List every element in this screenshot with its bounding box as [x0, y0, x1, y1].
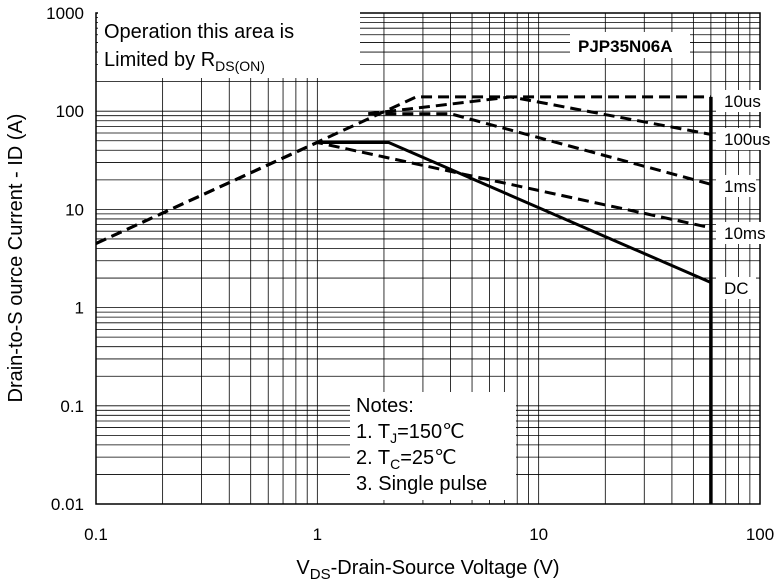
series-10ms-line [95, 140, 712, 245]
rds-note-line2-main: Limited by R [104, 49, 215, 71]
y-tick-label: 1000 [46, 4, 84, 23]
rds-note-bg [98, 12, 360, 78]
series-10us-line [95, 95, 711, 245]
label-100us: 100us [724, 130, 770, 149]
y-tick-labels: 0.01 0.1 1 10 100 1000 [46, 4, 84, 514]
x-tick-label: 1 [313, 525, 322, 544]
part-number: PJP35N06A [578, 37, 673, 56]
y-tick-label: 0.01 [51, 495, 84, 514]
label-10us: 10us [724, 92, 761, 111]
x-axis-title: VDS-Drain-Source Voltage (V) [296, 557, 559, 583]
y-tick-label: 0.1 [60, 397, 84, 416]
rds-note-line2-sub: DS(ON) [215, 58, 265, 74]
part-number-bg [570, 32, 690, 58]
series-lines [95, 95, 712, 284]
label-1ms: 1ms [724, 177, 756, 196]
x-tick-labels: 0.1 1 10 100 [84, 525, 774, 544]
series-1ms-line [368, 112, 712, 186]
series-100us-line [368, 95, 712, 136]
y-tick-label: 10 [65, 200, 84, 219]
x-tick-label: 10 [529, 525, 548, 544]
y-axis-title: Drain-to-S ource Current - ID (A) [5, 114, 27, 403]
y-tick-label: 1 [75, 299, 84, 318]
label-10ms: 10ms [724, 224, 766, 243]
x-tick-label: 100 [746, 525, 774, 544]
plot-frame [95, 12, 761, 505]
x-tick-label: 0.1 [84, 525, 108, 544]
label-dc: DC [724, 279, 749, 298]
rds-note-line2: Limited by RDS(ON) [104, 49, 265, 74]
note-3: 3. Single pulse [356, 473, 487, 495]
notes-title: Notes: [356, 395, 414, 417]
series-dc-line [317, 141, 712, 284]
notes-bg [350, 392, 516, 500]
note-2: 2. TC=25℃ [356, 447, 457, 472]
note-1: 1. TJ=150℃ [356, 421, 465, 446]
series-labels: 10us 100us 1ms 10ms DC [716, 90, 772, 299]
rds-note-line1: Operation this area is [104, 21, 294, 43]
y-tick-label: 100 [56, 102, 84, 121]
